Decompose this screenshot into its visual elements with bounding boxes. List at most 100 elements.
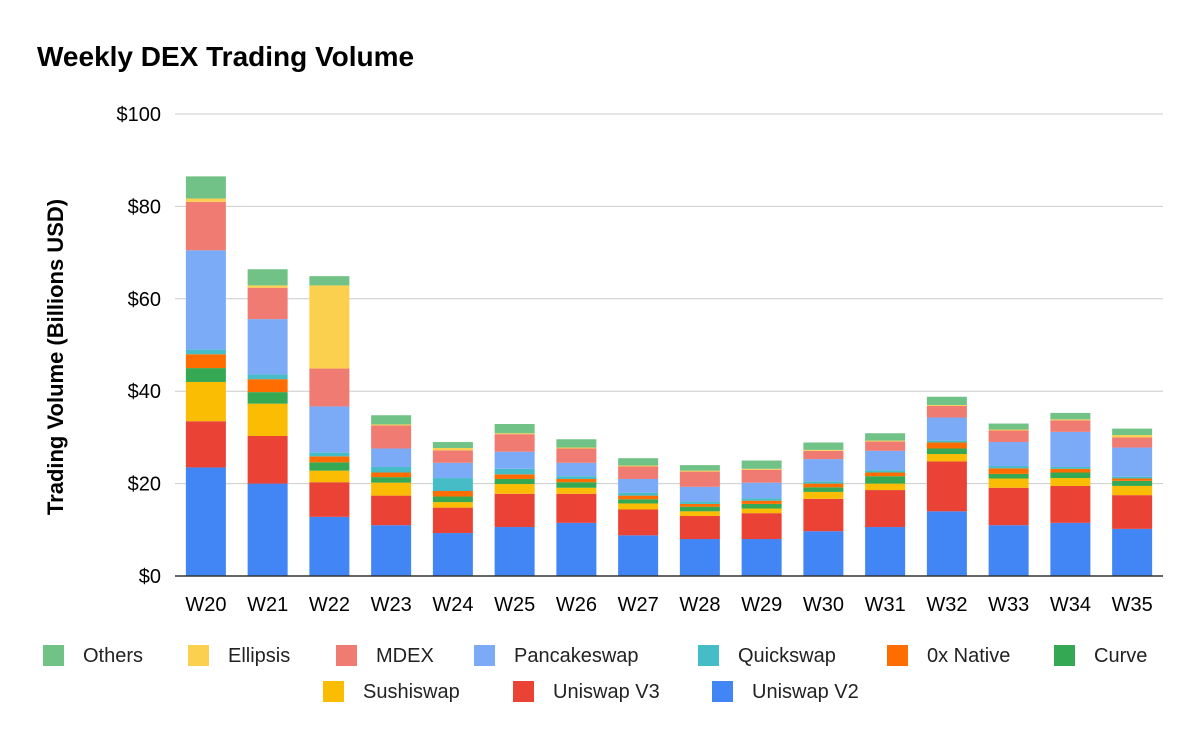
bar-segment-quickswap-w25 [494,468,535,475]
bar-segment-0x-native-w24 [432,490,473,497]
bar-segment-sushiswap-w21 [247,403,288,437]
bar-segment-0x-native-w28 [679,503,720,507]
x-tick-label: W28 [679,594,720,616]
legend-label-mdex: MDEX [376,645,434,667]
bar-segment-ellipsis-w32 [926,405,967,406]
legend-label-curve: Curve [1094,645,1147,667]
bar-segment-0x-native-w27 [618,495,659,500]
bar-segment-uniswap-v3-w20 [185,421,226,468]
bar-segment-uniswap-v2-w32 [926,511,967,576]
bar-segment-others-w31 [865,433,906,441]
bar-segment-uniswap-v3-w25 [494,493,535,528]
x-tick-label: W21 [247,594,288,616]
y-tick-labels: $0 $20 $40 $60 $80 $100 [117,104,162,588]
bar-segment-uniswap-v3-w30 [803,498,844,532]
bar-segment-0x-native-w29 [741,500,782,504]
bar-segment-uniswap-v2-w28 [679,539,720,576]
bar-segment-0x-native-w31 [865,472,906,477]
bar-segment-pancakeswap-w23 [371,448,412,467]
bar-segment-uniswap-v2-w34 [1050,522,1091,576]
bar-segment-others-w32 [926,396,967,406]
bar-segment-sushiswap-w31 [865,483,906,491]
x-tick-label: W30 [803,594,844,616]
bar-segment-curve-w27 [618,499,659,504]
bar-segment-uniswap-v2-w25 [494,527,535,576]
bar-segment-ellipsis-w31 [865,440,906,442]
legend-swatch-curve [1054,645,1075,666]
bar-segment-uniswap-v2-w23 [371,525,412,576]
bar-segment-0x-native-w35 [1112,478,1153,481]
bar-segment-others-w27 [618,458,659,466]
bar-segment-0x-native-w23 [371,472,412,478]
bar-segment-ellipsis-w35 [1112,435,1153,438]
bar-segment-ellipsis-w25 [494,433,535,435]
bar-segment-uniswap-v3-w35 [1112,495,1153,529]
bar-segment-mdex-w27 [618,466,659,479]
bar-segment-mdex-w33 [988,430,1029,443]
bar-segment-quickswap-w29 [741,498,782,501]
bar-segment-quickswap-w34 [1050,466,1091,469]
bar-segment-quickswap-w32 [926,440,967,443]
x-tick-label: W31 [865,594,906,616]
bar-segment-quickswap-w23 [371,466,412,473]
bar-segment-sushiswap-w35 [1112,485,1153,496]
x-tick-label: W25 [494,594,535,616]
x-tick-label: W27 [618,594,659,616]
legend-label-ellipsis: Ellipsis [228,645,290,667]
bar-segment-quickswap-w33 [988,466,1029,469]
bar-segment-ellipsis-w27 [618,465,659,467]
legend-label-sushiswap: Sushiswap [363,681,460,703]
legend-swatch-sushiswap [323,681,344,702]
bar-segment-curve-w22 [309,462,350,471]
bar-segment-others-w20 [185,176,226,199]
bar-segment-mdex-w25 [494,434,535,452]
bar-segment-others-w25 [494,424,535,434]
bar-segment-others-w29 [741,460,782,469]
legend-swatch-quickswap [698,645,719,666]
bar-segment-others-w24 [432,442,473,449]
bar-segment-uniswap-v2-w22 [309,516,350,576]
x-tick-label: W35 [1112,594,1153,616]
bar-segment-pancakeswap-w31 [865,450,906,471]
bar-segment-ellipsis-w22 [309,285,350,369]
bar-segment-curve-w21 [247,392,288,404]
legend-swatch-others [43,645,64,666]
bar-segment-uniswap-v2-w35 [1112,528,1153,576]
y-tick-label: $100 [117,104,162,126]
bar-segment-curve-w32 [926,448,967,455]
bar-segment-sushiswap-w23 [371,482,412,496]
bar-segment-sushiswap-w20 [185,381,226,422]
bar-segment-quickswap-w27 [618,492,659,496]
bar-segment-pancakeswap-w21 [247,319,288,375]
bar-segment-curve-w34 [1050,472,1091,479]
bar-segment-pancakeswap-w33 [988,442,1029,467]
bar-segment-curve-w33 [988,473,1029,479]
x-tick-label: W34 [1050,594,1091,616]
bar-segment-quickswap-w21 [247,374,288,380]
bar-segment-sushiswap-w30 [803,491,844,499]
x-tick-labels: W20 W21 W22 W23 W24 W25 W26 W27 W28 W29 W30 W31 W32 W… [185,594,1152,616]
bar-segment-uniswap-v3-w33 [988,487,1029,526]
bar-segment-ellipsis-w23 [371,424,412,426]
bar-segment-mdex-w24 [432,450,473,463]
bar-segment-others-w26 [556,439,597,448]
bar-segment-pancakeswap-w27 [618,478,659,493]
bar-segment-mdex-w26 [556,448,597,463]
bar-segment-others-w35 [1112,428,1153,436]
bar-segment-uniswap-v3-w24 [432,507,473,534]
bars [185,176,1153,576]
bar-segment-uniswap-v3-w21 [247,436,288,484]
x-tick-label: W23 [371,594,412,616]
x-tick-label: W32 [926,594,967,616]
bar-segment-uniswap-v3-w28 [679,515,720,540]
bar-segment-sushiswap-w22 [309,470,350,483]
bar-segment-pancakeswap-w30 [803,459,844,482]
y-tick-label: $40 [128,381,161,403]
legend-swatch-uniswap-v2 [712,681,733,702]
bar-segment-0x-native-w22 [309,456,350,463]
bar-segment-sushiswap-w28 [679,511,720,516]
bar-segment-mdex-w34 [1050,420,1091,432]
bar-segment-mdex-w29 [741,469,782,483]
bar-segment-curve-w20 [185,368,226,382]
